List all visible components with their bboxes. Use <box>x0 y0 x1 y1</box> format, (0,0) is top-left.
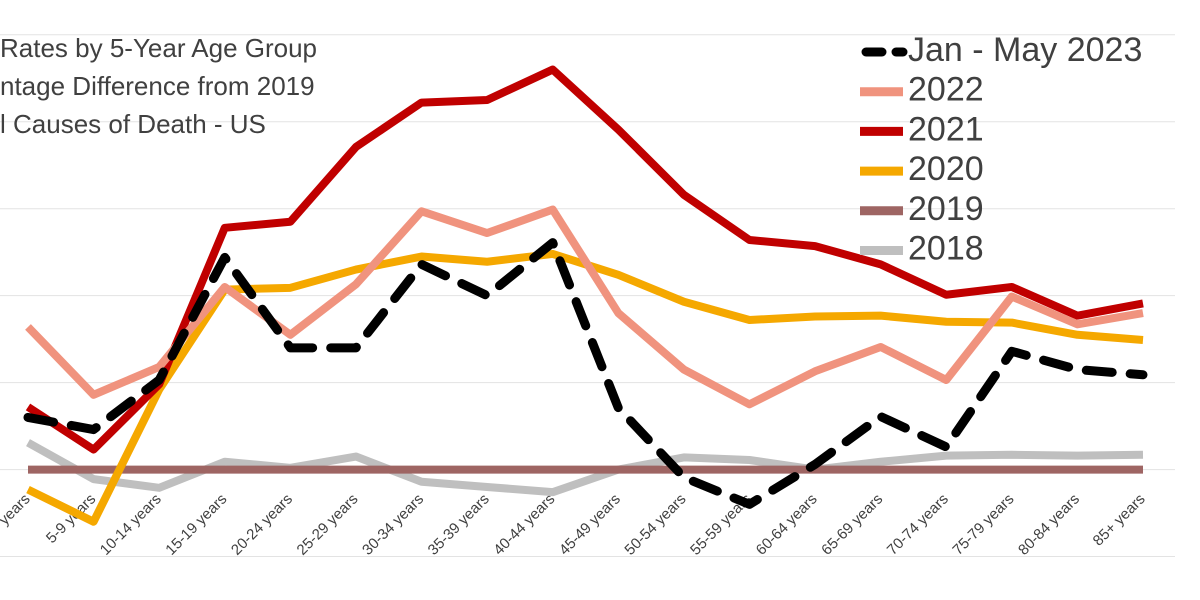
series-line <box>25 65 1144 454</box>
x-tick-label: 25-29 years <box>294 491 362 559</box>
x-tick-label: 15-19 years <box>162 491 230 559</box>
x-tick-label: 65-69 years <box>818 491 886 559</box>
legend-label: 2021 <box>908 110 984 148</box>
x-tick-label: 45-49 years <box>556 491 624 559</box>
chart-title: Rates by 5-Year Age Group <box>0 33 317 63</box>
x-tick-label: 80-84 years <box>1015 491 1083 559</box>
x-tick-label: 20-24 years <box>228 491 296 559</box>
legend-label: 2020 <box>908 150 984 188</box>
x-tick-label: 85+ years <box>1090 491 1149 550</box>
x-tick-label: 70-74 years <box>884 491 952 559</box>
chart-title: l Causes of Death - US <box>0 109 266 139</box>
x-tick-label: 40-44 years <box>490 491 558 559</box>
x-tick-label: 50-54 years <box>621 491 689 559</box>
legend-label: 2019 <box>908 190 984 228</box>
x-tick-label: 60-64 years <box>753 491 821 559</box>
x-tick-label: 75-79 years <box>949 491 1017 559</box>
x-tick-label: 30-34 years <box>359 491 427 559</box>
legend-label: 2018 <box>908 229 984 267</box>
x-tick-label: years <box>0 491 34 529</box>
legend-label: 2022 <box>908 71 984 109</box>
x-tick-label: 35-39 years <box>425 491 493 559</box>
chart-title: ntage Difference from 2019 <box>0 71 315 101</box>
legend-label: Jan - May 2023 <box>908 31 1142 69</box>
series-line <box>25 205 1144 409</box>
series-line <box>23 238 1148 509</box>
